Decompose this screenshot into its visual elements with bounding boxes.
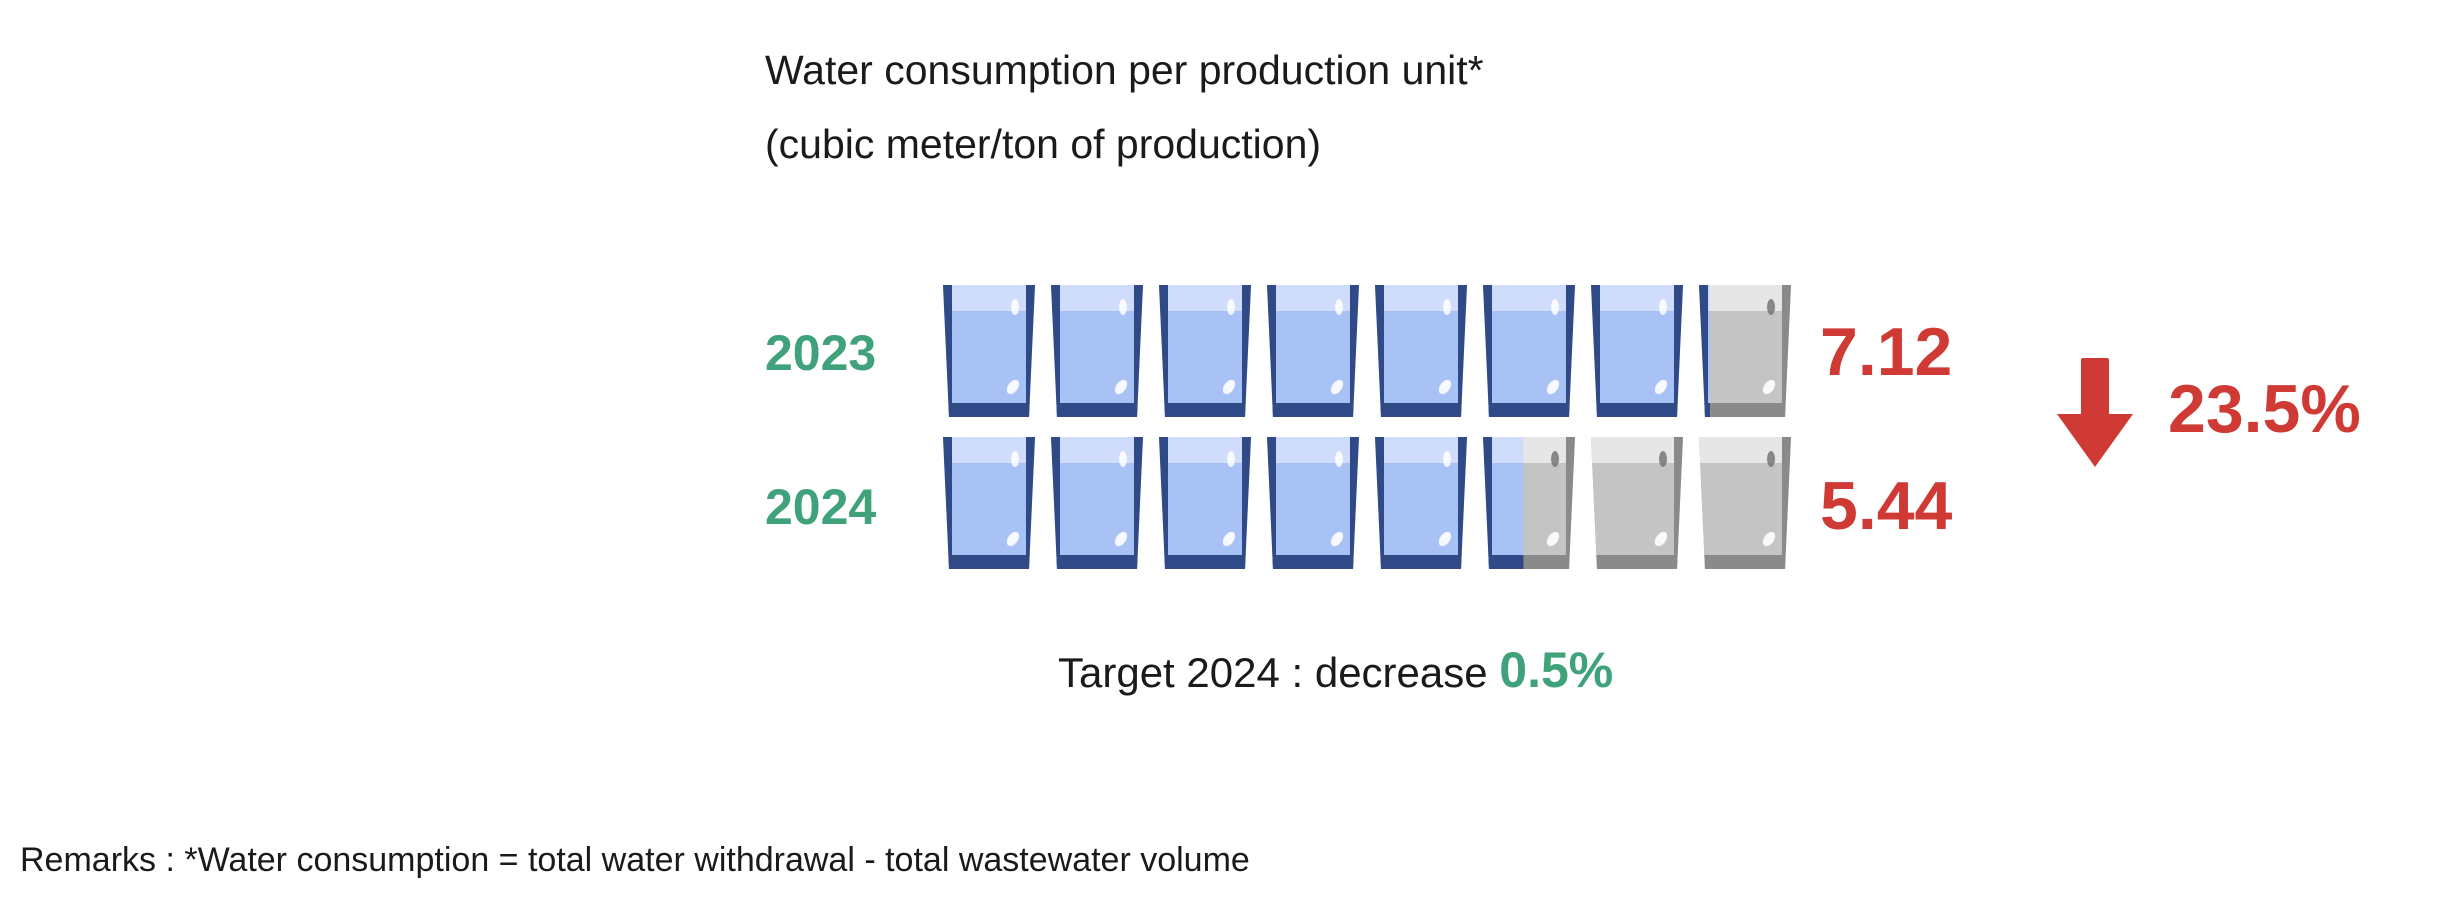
glass-2024-2 — [1051, 437, 1143, 569]
year-label-2024: 2024 — [765, 479, 877, 535]
glass-2023-3 — [1159, 285, 1251, 417]
glass-2023-7 — [1591, 285, 1683, 417]
year-label-2023: 2023 — [765, 325, 877, 381]
chart-subtitle: (cubic meter/ton of production) — [765, 121, 1322, 167]
arrow-down-icon — [2057, 358, 2133, 467]
target-percent: 0.5% — [1499, 642, 1614, 698]
glass-2024-5 — [1375, 437, 1467, 569]
change-percent: 23.5% — [2168, 371, 2361, 447]
glass-2023-6 — [1483, 285, 1575, 417]
value-label-2024: 5.44 — [1820, 468, 1953, 544]
glass-2023-8 — [1699, 285, 1791, 417]
chart-title: Water consumption per production unit* — [765, 47, 1484, 93]
glass-2024-8 — [1699, 437, 1791, 569]
glass-2023-5 — [1375, 285, 1467, 417]
glass-2024-4 — [1267, 437, 1359, 569]
glass-2023-2 — [1051, 285, 1143, 417]
glass-2024-6 — [1483, 437, 1575, 569]
glass-2024-7 — [1591, 437, 1683, 569]
glass-2023-4 — [1267, 285, 1359, 417]
value-label-2023: 7.12 — [1820, 314, 1953, 390]
glass-2024-1 — [943, 437, 1035, 569]
target-text: Target 2024 : decrease — [1058, 649, 1488, 696]
glass-2024-3 — [1159, 437, 1251, 569]
target-statement: Target 2024 : decrease 0.5% — [1058, 645, 1613, 695]
remarks-note: Remarks : *Water consumption = total wat… — [20, 841, 1250, 879]
glass-2023-1 — [943, 285, 1035, 417]
